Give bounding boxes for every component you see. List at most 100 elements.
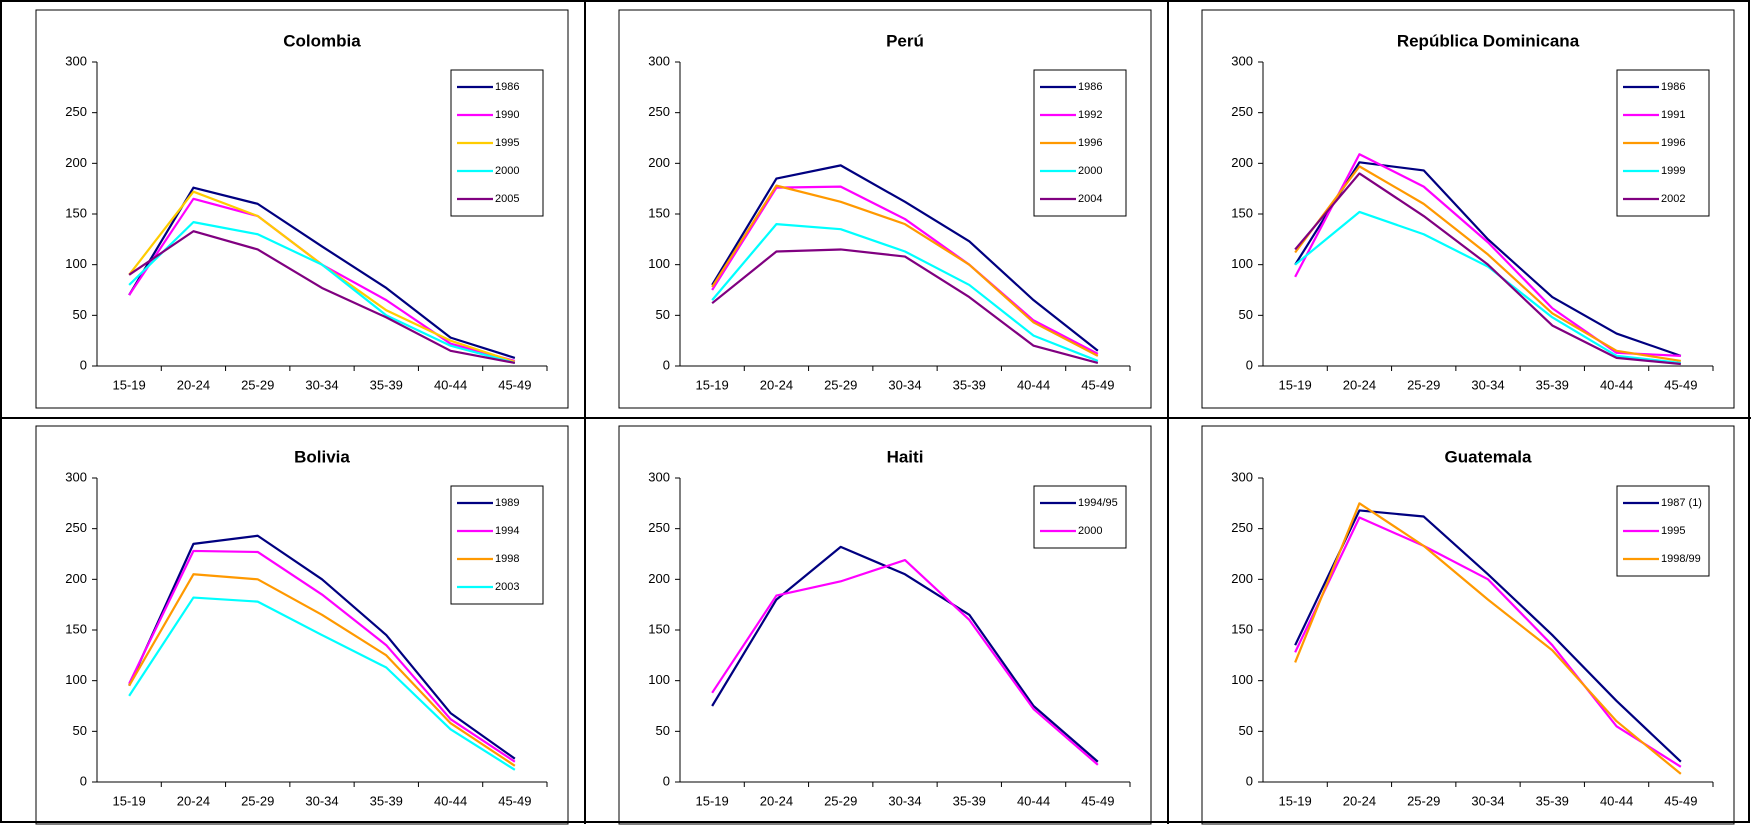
series-line — [1294, 516, 1682, 768]
series-line — [1294, 509, 1682, 763]
x-tick-label: 15-19 — [1279, 377, 1312, 392]
x-tick-label: 45-49 — [1081, 377, 1114, 392]
legend-label: 2003 — [495, 581, 519, 593]
x-tick-label: 35-39 — [370, 377, 403, 392]
y-tick-label: 0 — [80, 773, 87, 788]
legend-box — [1033, 485, 1127, 549]
x-tick-label: 45-49 — [1664, 377, 1697, 392]
chart: Bolivia 0 50 100 150 200 250 300 15-19 20-24 25-29… — [35, 425, 569, 825]
y-tick-label: 250 — [1231, 104, 1253, 119]
chart-frame — [1201, 9, 1735, 409]
x-tick-label: 30-34 — [888, 377, 921, 392]
legend-label: 2000 — [1078, 165, 1102, 177]
chart: República Dominicana 0 50 100 150 200 250 300 15… — [1201, 9, 1735, 409]
series-line — [128, 534, 516, 760]
x-tick-label: 15-19 — [1279, 793, 1312, 808]
legend-label: 2000 — [1078, 525, 1102, 537]
chart-frame — [35, 9, 569, 409]
series-line — [128, 573, 516, 767]
x-tick-label: 30-34 — [888, 793, 921, 808]
chart-title: República Dominicana — [1397, 31, 1580, 50]
series-line — [128, 596, 516, 771]
y-tick-label: 200 — [1231, 155, 1253, 170]
x-tick-label: 25-29 — [241, 377, 274, 392]
series-line — [711, 545, 1099, 763]
x-tick-label: 25-29 — [1407, 793, 1440, 808]
x-tick-label: 20-24 — [1343, 793, 1376, 808]
x-tick-label: 20-24 — [760, 793, 793, 808]
y-tick-label: 300 — [1231, 469, 1253, 484]
y-tick-label: 300 — [65, 469, 87, 484]
chart-title: Haiti — [887, 447, 924, 466]
x-tick-label: 45-49 — [498, 377, 531, 392]
x-tick-label: 25-29 — [824, 377, 857, 392]
series-line — [128, 186, 516, 359]
x-tick-label: 25-29 — [824, 793, 857, 808]
x-tick-label: 20-24 — [177, 793, 210, 808]
series-line — [128, 190, 516, 363]
y-tick-label: 150 — [1231, 621, 1253, 636]
chart: Guatemala 0 50 100 150 200 250 300 15-19 20-24 25-… — [1201, 425, 1735, 825]
y-tick-label: 100 — [648, 672, 670, 687]
x-tick-label: 35-39 — [1536, 377, 1569, 392]
x-tick-label: 45-49 — [1664, 793, 1697, 808]
legend-label: 2005 — [495, 193, 519, 205]
series-line — [711, 223, 1099, 362]
series-line — [711, 558, 1099, 766]
y-tick-label: 250 — [648, 104, 670, 119]
y-tick-label: 200 — [65, 155, 87, 170]
series-line — [128, 197, 516, 362]
series-line — [1294, 161, 1682, 357]
x-tick-label: 35-39 — [370, 793, 403, 808]
chart-frame — [618, 9, 1152, 409]
x-tick-label: 45-49 — [498, 793, 531, 808]
legend-label: 2000 — [495, 165, 519, 177]
y-tick-label: 250 — [648, 520, 670, 535]
x-tick-label: 40-44 — [1017, 377, 1050, 392]
legend-label: 1991 — [1661, 109, 1685, 121]
y-tick-label: 50 — [1239, 723, 1253, 738]
y-tick-label: 150 — [648, 621, 670, 636]
x-tick-label: 15-19 — [696, 793, 729, 808]
x-tick-label: 40-44 — [1017, 793, 1050, 808]
legend-label: 1986 — [495, 81, 519, 93]
chart-title: Perú — [886, 31, 924, 50]
legend-label: 1986 — [1078, 81, 1102, 93]
y-tick-label: 300 — [65, 53, 87, 68]
x-tick-label: 30-34 — [1471, 377, 1504, 392]
chart: Haiti 0 50 100 150 200 250 300 15-19 20-24 25-29 30… — [618, 425, 1152, 825]
x-tick-label: 35-39 — [953, 793, 986, 808]
legend-label: 2002 — [1661, 193, 1685, 205]
y-tick-label: 50 — [656, 723, 670, 738]
series-line — [128, 230, 516, 365]
series-line — [711, 248, 1099, 365]
x-tick-label: 30-34 — [305, 377, 338, 392]
x-tick-label: 40-44 — [434, 377, 467, 392]
series-line — [1294, 165, 1682, 363]
y-tick-label: 100 — [65, 672, 87, 687]
legend-label: 1994/95 — [1078, 497, 1118, 509]
legend-box — [450, 485, 544, 605]
y-tick-label: 150 — [648, 205, 670, 220]
x-tick-label: 15-19 — [113, 377, 146, 392]
y-tick-label: 0 — [80, 357, 87, 372]
y-tick-label: 100 — [65, 256, 87, 271]
y-tick-label: 100 — [1231, 672, 1253, 687]
x-tick-label: 40-44 — [434, 793, 467, 808]
y-tick-label: 200 — [648, 571, 670, 586]
legend-label: 1986 — [1661, 81, 1685, 93]
y-tick-label: 0 — [663, 773, 670, 788]
legend-label: 1989 — [495, 497, 519, 509]
y-tick-label: 200 — [648, 155, 670, 170]
series-line — [128, 221, 516, 365]
series-line — [1294, 502, 1682, 775]
y-tick-label: 300 — [648, 469, 670, 484]
legend-label: 1996 — [1078, 137, 1102, 149]
series-line — [711, 184, 1099, 357]
series-line — [1294, 172, 1681, 366]
y-tick-label: 150 — [65, 621, 87, 636]
y-tick-label: 100 — [1231, 256, 1253, 271]
chart: Colombia 0 50 100 150 200 250 300 15-19 20-24 25-2… — [35, 9, 569, 409]
legend-label: 1994 — [495, 525, 519, 537]
